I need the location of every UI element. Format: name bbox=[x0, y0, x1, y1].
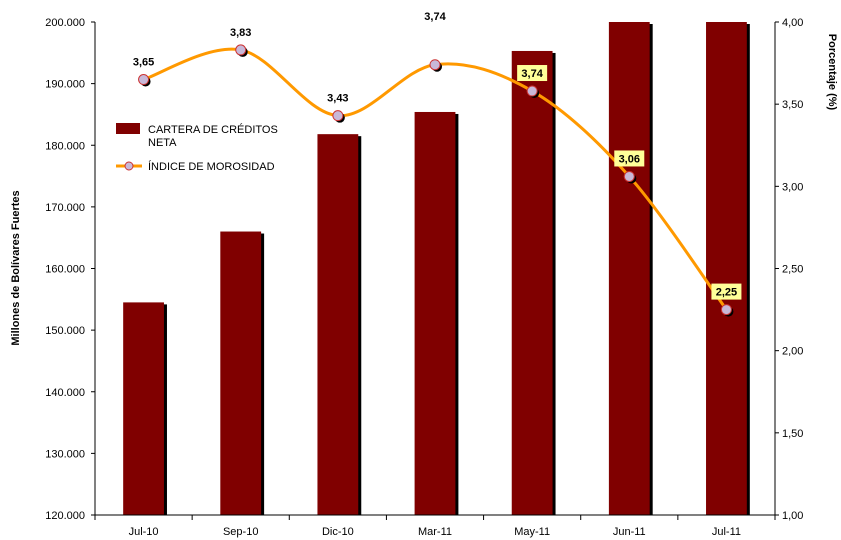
data-label: 2,25 bbox=[716, 287, 737, 299]
x-tick-label: Dic-10 bbox=[322, 526, 354, 538]
y-tick-label: 180.000 bbox=[45, 140, 85, 152]
legend: CARTERA DE CRÉDITOS NETA ÍNDICE DE MOROS… bbox=[116, 123, 278, 173]
data-label-box bbox=[614, 150, 645, 167]
y2-tick-label: 1,00 bbox=[782, 510, 803, 522]
data-label-box bbox=[517, 65, 548, 82]
point bbox=[623, 170, 635, 182]
legend-label-bar-line2: NETA bbox=[148, 137, 177, 149]
data-label: 3,74 bbox=[521, 68, 543, 80]
data-labels: 3,65 3,83 3,43 3,74 3,74 3,06 2,25 bbox=[133, 11, 742, 300]
y-tick-label: 190.000 bbox=[45, 79, 85, 91]
y2-tick-label: 4,00 bbox=[782, 17, 803, 29]
x-tick-label: Jun-11 bbox=[613, 526, 646, 538]
y-axis-title: Millones de Bolívares Fuertes bbox=[10, 190, 22, 345]
bar bbox=[220, 231, 262, 515]
y-tick-label: 200.000 bbox=[45, 17, 85, 29]
x-tick-label: Jul-11 bbox=[712, 526, 741, 538]
y-tick-label: 170.000 bbox=[45, 202, 85, 214]
data-label: 3,06 bbox=[619, 153, 640, 165]
data-label: 3,83 bbox=[230, 27, 251, 39]
data-label-box bbox=[711, 283, 742, 300]
y2-tick-label: 2,50 bbox=[782, 264, 803, 276]
point bbox=[429, 59, 441, 71]
point bbox=[332, 110, 344, 122]
data-label: 3,43 bbox=[327, 93, 348, 105]
data-label: 3,74 bbox=[424, 11, 446, 23]
legend-label-line: ÍNDICE DE MOROSIDAD bbox=[148, 160, 275, 173]
y-tick-label: 120.000 bbox=[45, 510, 85, 522]
bar bbox=[608, 22, 650, 515]
y2-tick-label: 3,50 bbox=[782, 99, 803, 111]
legend-swatch-marker bbox=[124, 161, 134, 171]
point bbox=[720, 304, 732, 316]
x-tick-label: May-11 bbox=[514, 526, 550, 538]
y2-tick-label: 1,50 bbox=[782, 428, 803, 440]
y2-tick-label: 3,00 bbox=[782, 181, 803, 193]
y2-axis-title: Porcentaje (%) bbox=[826, 34, 838, 111]
data-label: 3,65 bbox=[133, 57, 154, 69]
right-axis-ticks: 1,00 1,50 2,00 2,50 3,00 3,50 4,00 bbox=[775, 17, 803, 522]
x-tick-label: Jul-10 bbox=[129, 526, 159, 538]
bar bbox=[706, 22, 747, 515]
y2-tick-label: 2,00 bbox=[782, 346, 803, 358]
line-series bbox=[138, 44, 734, 317]
bar bbox=[123, 302, 164, 515]
point bbox=[235, 44, 247, 56]
bar bbox=[511, 50, 553, 516]
y-tick-label: 160.000 bbox=[45, 264, 85, 276]
x-tick-label: Mar-11 bbox=[418, 526, 452, 538]
left-axis-ticks: 120.000 130.000 140.000 150.000 160.000 170.0… bbox=[45, 17, 95, 522]
x-tick-label: Sep-10 bbox=[223, 526, 258, 538]
y-tick-label: 140.000 bbox=[45, 387, 85, 399]
point bbox=[138, 74, 150, 86]
bar-series bbox=[123, 22, 750, 516]
bar bbox=[317, 134, 359, 515]
axes: 120.000 130.000 140.000 150.000 160.000 170.0… bbox=[45, 17, 803, 538]
y-tick-label: 150.000 bbox=[45, 325, 85, 337]
legend-label-bar-line1: CARTERA DE CRÉDITOS bbox=[148, 123, 278, 136]
y-tick-label: 130.000 bbox=[45, 448, 85, 460]
bar bbox=[414, 111, 456, 515]
x-axis-ticks: Jul-10 Sep-10 Dic-10 Mar-11 May-11 Jun-11 Jul-… bbox=[94, 515, 776, 538]
point bbox=[526, 85, 538, 97]
legend-swatch-bar bbox=[116, 123, 140, 134]
